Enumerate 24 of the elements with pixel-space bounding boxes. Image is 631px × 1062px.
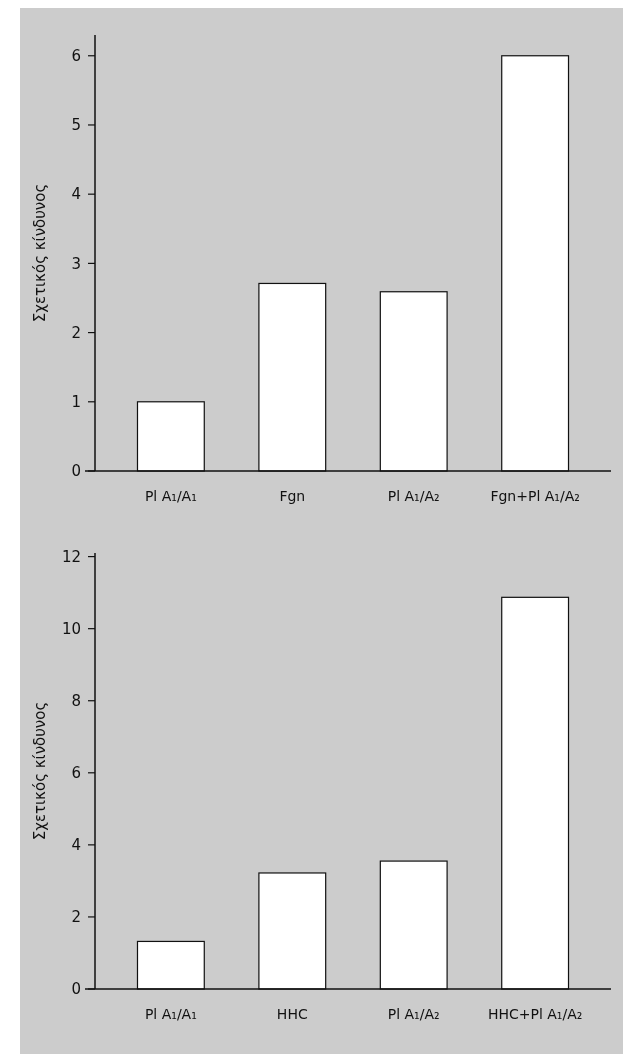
- y-tick-label: 6: [71, 764, 81, 783]
- y-tick-label: 4: [71, 836, 81, 855]
- y-tick-label: 6: [71, 47, 81, 66]
- x-tick-label: HHC+Pl A₁/A₂: [487, 1006, 583, 1022]
- x-tick-label: Pl A₁/A₂: [387, 488, 440, 504]
- x-tick-label: Pl A₁/A₂: [387, 1006, 440, 1022]
- y-tick-label: 0: [71, 462, 81, 481]
- x-tick-label: HHC: [276, 1006, 308, 1022]
- y-tick-label: 4: [71, 185, 81, 204]
- x-tick-label: Pl A₁/A₁: [144, 488, 197, 504]
- y-tick-label: 2: [71, 908, 81, 927]
- y-axis-title: Σχετικός κίνδυνος: [31, 183, 49, 323]
- y-tick-label: 8: [71, 691, 81, 710]
- y-axis-title: Σχετικός κίνδυνος: [31, 701, 49, 841]
- y-tick-label: 3: [71, 254, 81, 273]
- y-tick-label: 0: [71, 980, 81, 999]
- y-tick-label: 10: [61, 619, 81, 638]
- y-tick-label: 5: [71, 116, 81, 135]
- x-tick-label: Fgn: [279, 488, 306, 504]
- x-tick-label: Pl A₁/A₁: [144, 1006, 197, 1022]
- y-tick-label: 12: [61, 547, 81, 566]
- y-tick-label: 1: [71, 393, 81, 412]
- y-tick-label: 2: [71, 323, 81, 342]
- x-tick-label: Fgn+Pl A₁/A₂: [490, 488, 580, 504]
